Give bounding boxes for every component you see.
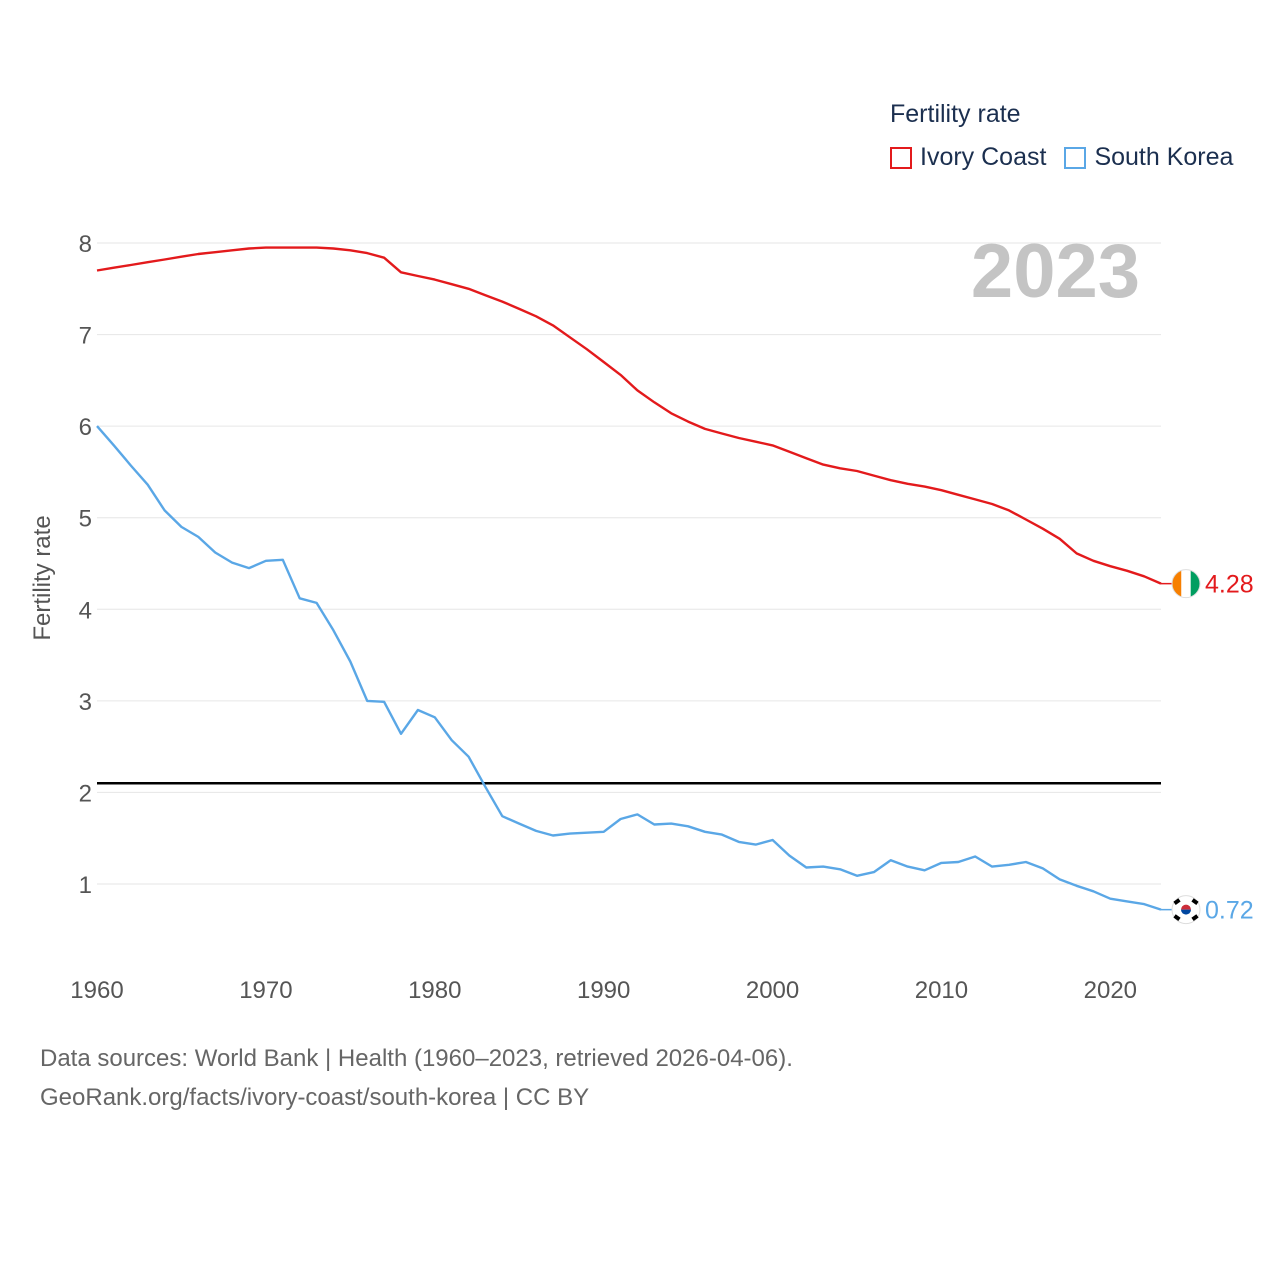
legend-label-south-korea: South Korea (1094, 143, 1234, 171)
x-tick-label: 2020 (1084, 977, 1137, 1004)
y-tick-label: 6 (79, 414, 92, 441)
x-tick-label: 1980 (408, 977, 461, 1004)
x-tick-label: 1960 (70, 977, 123, 1004)
series-line-south-korea (96, 425, 1162, 911)
legend-item-ivory-coast[interactable]: Ivory Coast (890, 143, 1046, 172)
y-tick-label: 8 (79, 231, 92, 258)
y-tick-label: 7 (79, 323, 92, 350)
legend-item-south-korea[interactable]: South Korea (1064, 143, 1233, 172)
ivory-coast-flag-icon (1171, 569, 1201, 599)
y-tick-label: 4 (79, 597, 92, 624)
legend-swatch-ivory-coast (890, 146, 912, 169)
end-value-label-ivory-coast: 4.28 (1205, 571, 1254, 599)
x-tick-label: 1990 (577, 977, 630, 1004)
y-tick-label: 3 (79, 689, 92, 716)
x-tick-label: 2000 (746, 977, 799, 1004)
attribution-line[interactable]: GeoRank.org/facts/ivory-coast/south-kore… (40, 1084, 590, 1111)
legend: Ivory Coast South Korea (890, 143, 1251, 172)
end-value-label-south-korea: 0.72 (1205, 897, 1254, 925)
x-tick-label: 2010 (915, 977, 968, 1004)
source-line: Data sources: World Bank | Health (1960–… (40, 1045, 793, 1072)
legend-swatch-south-korea (1064, 146, 1087, 169)
legend-title: Fertility rate (890, 100, 1021, 128)
series-line-ivory-coast (96, 246, 1162, 585)
y-tick-label: 1 (79, 872, 92, 899)
legend-label-ivory-coast: Ivory Coast (920, 143, 1047, 171)
south-korea-flag-icon (1171, 895, 1201, 925)
y-tick-label: 2 (79, 780, 92, 807)
y-tick-label: 5 (79, 506, 92, 533)
x-tick-label: 1970 (239, 977, 292, 1004)
